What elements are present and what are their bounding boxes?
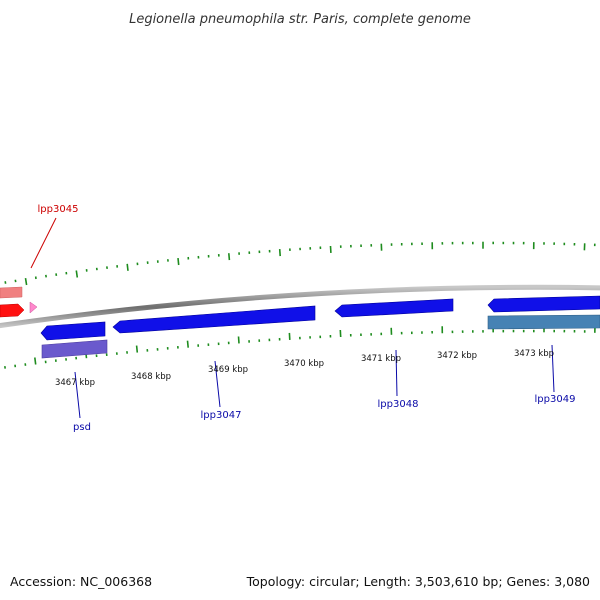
label-lpp3048[interactable]: lpp3048 <box>378 399 419 410</box>
leader-lpp3045 <box>30 217 57 269</box>
leader-lpp3048 <box>395 349 398 397</box>
leader-lpp3049 <box>551 344 555 393</box>
major-tick <box>186 340 189 348</box>
ruler-label: 3471 kbp <box>361 354 401 364</box>
gene-psd-rna[interactable] <box>41 339 108 359</box>
genome-summary: Topology: circular; Length: 3,503,610 bp… <box>246 574 590 589</box>
major-tick <box>237 336 240 344</box>
major-tick <box>75 270 79 278</box>
ruler-label: 3469 kbp <box>208 365 248 375</box>
genome-backbone <box>0 284 600 329</box>
major-tick <box>126 263 129 271</box>
ruler-label: 3467 kbp <box>55 378 95 388</box>
leader-lpp3047 <box>214 360 221 408</box>
gene-small-pink[interactable] <box>29 301 38 314</box>
label-lpp3049[interactable]: lpp3049 <box>535 394 576 405</box>
ruler-label: 3472 kbp <box>437 351 477 361</box>
ruler-label: 3473 kbp <box>514 349 554 359</box>
leader-psd <box>74 371 81 419</box>
gene-pink-left[interactable] <box>0 286 23 299</box>
gene-lpp3045-arrow[interactable] <box>0 303 25 318</box>
major-tick <box>177 258 180 266</box>
label-lpp3047[interactable]: lpp3047 <box>201 410 242 421</box>
major-tick <box>278 249 281 257</box>
gene-lpp3049-arrow[interactable] <box>487 295 600 313</box>
label-psd[interactable]: psd <box>73 422 91 433</box>
ruler-label: 3468 kbp <box>131 372 171 382</box>
inner-tick-ring <box>4 325 596 369</box>
gene-lpp3048-arrow[interactable] <box>334 298 454 318</box>
gene-lpp3047-arrow[interactable] <box>112 305 316 334</box>
ruler-label: 3470 kbp <box>284 359 324 369</box>
label-lpp3045[interactable]: lpp3045 <box>38 204 79 215</box>
major-tick <box>135 345 139 353</box>
gene-lpp3049-rna[interactable] <box>487 314 600 330</box>
outer-tick-ring <box>4 241 596 286</box>
gene-psd-arrow[interactable] <box>40 321 106 341</box>
major-tick <box>24 277 28 286</box>
major-tick <box>228 253 231 261</box>
accession-text: Accession: NC_006368 <box>10 574 152 589</box>
map-title: Legionella pneumophila str. Paris, compl… <box>129 12 471 27</box>
major-tick <box>34 357 37 365</box>
